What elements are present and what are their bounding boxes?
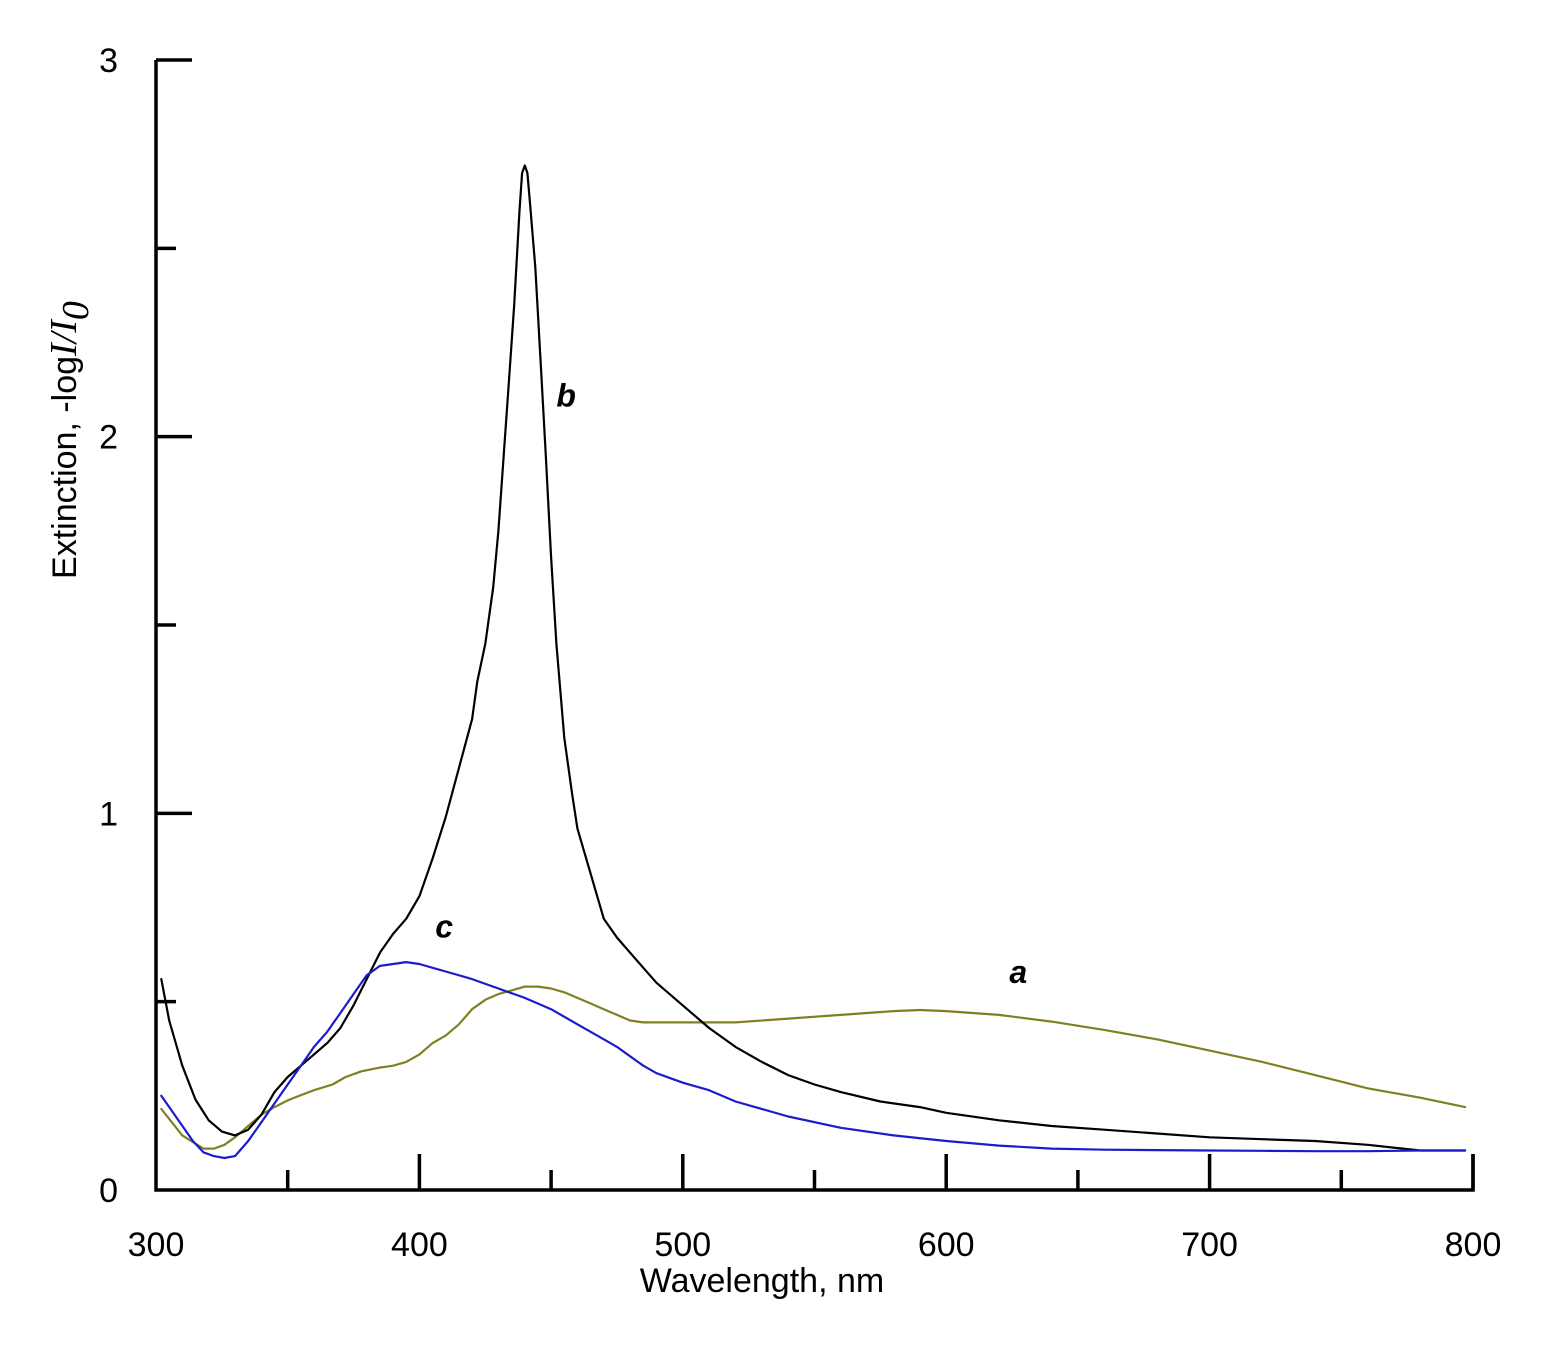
series-labels: a b c — [435, 378, 1027, 990]
series-line-c — [160, 961, 1467, 1160]
x-tick-label: 700 — [1181, 1226, 1238, 1264]
y-axis-title-prefix: Extinction, -log — [46, 356, 84, 579]
y-tick-label: 0 — [99, 1172, 118, 1210]
x-tick-label: 400 — [391, 1226, 448, 1264]
series-line-b — [160, 164, 1467, 1152]
y-tick-label: 2 — [99, 419, 118, 457]
y-axis-title-slash: / — [43, 329, 85, 345]
x-tick-label: 500 — [654, 1226, 711, 1264]
series-label-c: c — [435, 909, 453, 945]
series-curves — [160, 164, 1467, 1160]
x-axis-title: Wavelength, nm — [640, 1262, 884, 1300]
y-tick-label: 1 — [99, 795, 118, 833]
y-tick-label: 3 — [99, 42, 118, 80]
axis-frame — [154, 60, 1475, 1192]
y-axis-title-subscript: 0 — [55, 301, 97, 320]
y-axis-title-i0: I — [43, 318, 85, 334]
series-label-b: b — [556, 378, 576, 414]
x-tick-label: 800 — [1445, 1226, 1502, 1264]
axis-ticks — [156, 58, 1475, 1190]
x-tick-label: 300 — [128, 1226, 185, 1264]
y-axis-title: Extinction, -logI/I0 — [43, 301, 97, 579]
series-label-a: a — [1009, 954, 1027, 990]
axis-tick-labels: 300 400 500 600 700 800 0 1 2 3 — [99, 42, 1501, 1264]
svg-text:Extinction, -logI/I0: Extinction, -logI/I0 — [43, 301, 97, 579]
y-axis-title-i: I — [43, 341, 85, 357]
x-tick-label: 600 — [918, 1226, 975, 1264]
series-line-a — [160, 985, 1467, 1150]
axes — [154, 60, 1475, 1192]
